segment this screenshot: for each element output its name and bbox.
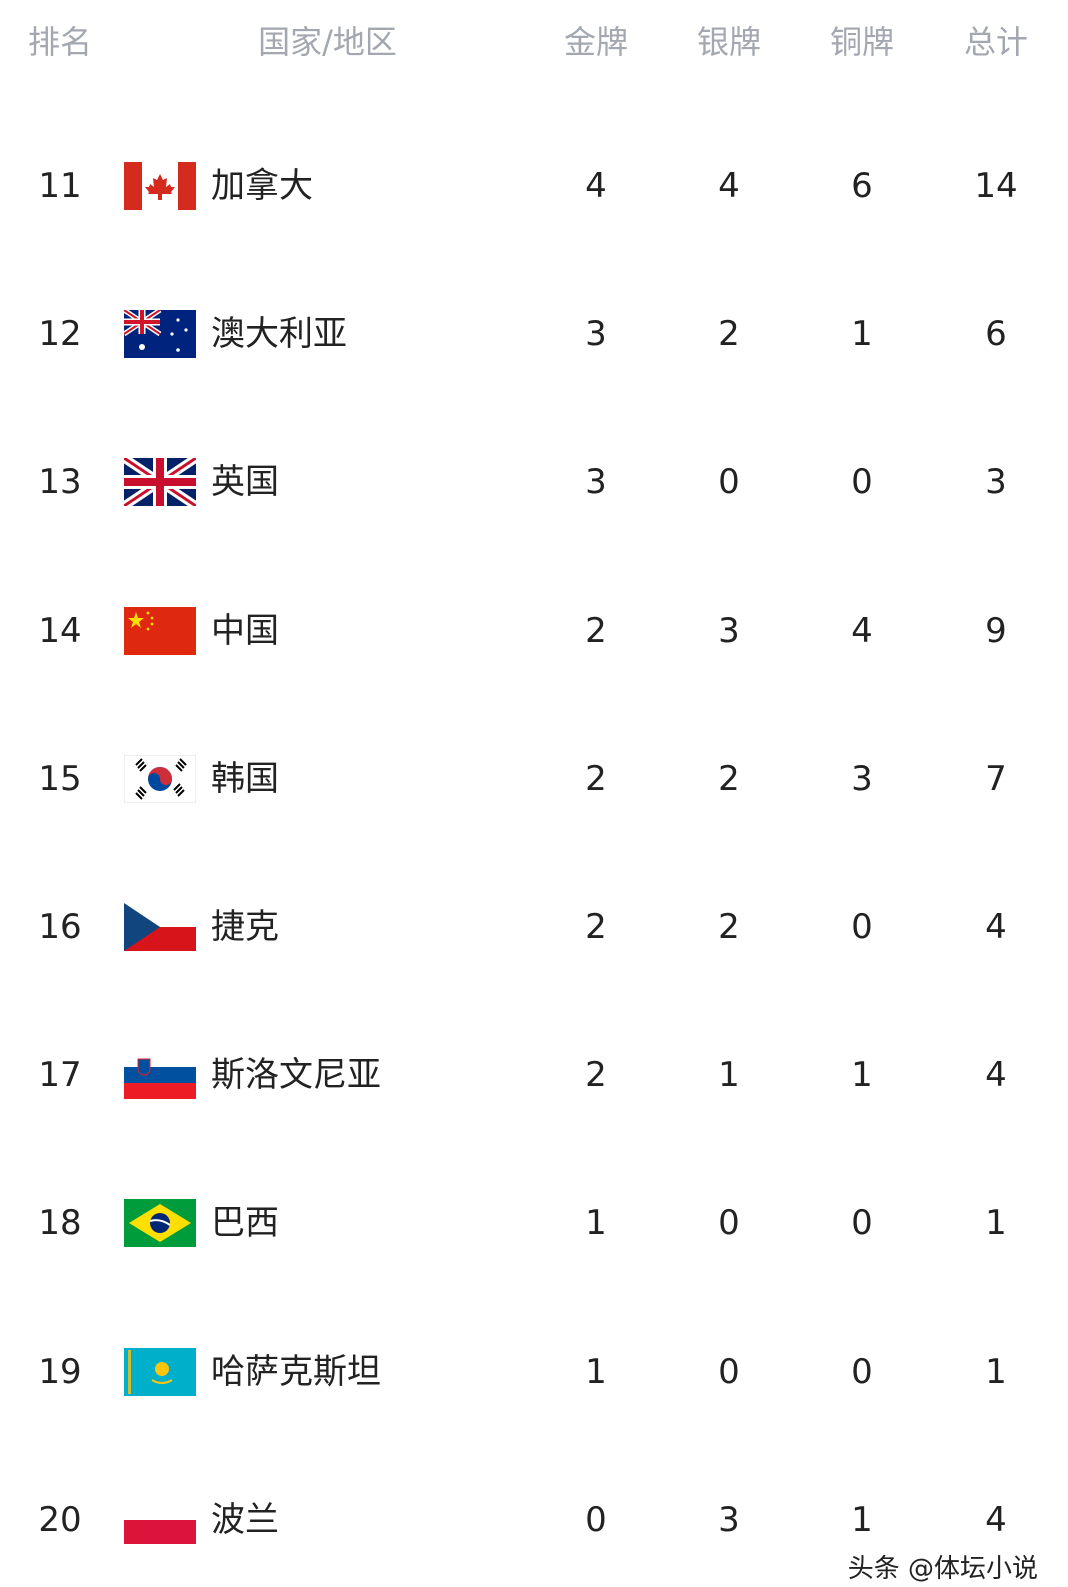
gold-count: 1 xyxy=(585,1203,607,1244)
country-name: 斯洛文尼亚 xyxy=(211,1055,381,1096)
kazakhstan-flag-icon xyxy=(124,1347,196,1396)
gold-count: 2 xyxy=(585,907,607,947)
rank: 14 xyxy=(38,610,82,651)
bronze-count: 0 xyxy=(851,907,873,947)
silver-count: 2 xyxy=(718,314,740,355)
silver-count: 1 xyxy=(718,1055,740,1096)
header-bronze: 铜牌 xyxy=(829,23,894,61)
total-count: 4 xyxy=(985,907,1007,947)
rank: 17 xyxy=(38,1055,82,1096)
bronze-count: 3 xyxy=(851,758,873,799)
gold-count: 1 xyxy=(585,1351,607,1392)
country-name: 中国 xyxy=(211,610,279,651)
table-row[interactable]: 12 澳大利亚 3 2 1 6 xyxy=(0,304,1068,364)
silver-count: 3 xyxy=(718,610,740,651)
total-count: 6 xyxy=(985,314,1007,355)
canada-flag-icon xyxy=(124,162,196,210)
country-name: 澳大利亚 xyxy=(211,314,347,355)
table-row[interactable]: 15 韩国 2 2 3 7 xyxy=(0,749,1068,809)
poland-flag-icon xyxy=(124,1495,196,1544)
country-name: 巴西 xyxy=(211,1203,279,1244)
silver-count: 3 xyxy=(718,1499,740,1540)
silver-count: 0 xyxy=(718,1351,740,1392)
silver-count: 0 xyxy=(718,1203,740,1244)
gold-count: 2 xyxy=(585,758,607,799)
header-country: 国家/地区 xyxy=(258,23,397,61)
bronze-count: 1 xyxy=(851,314,873,355)
rank: 11 xyxy=(38,166,82,206)
total-count: 7 xyxy=(985,758,1007,799)
rank: 18 xyxy=(38,1203,82,1244)
header-silver: 银牌 xyxy=(696,23,761,61)
bronze-count: 4 xyxy=(851,610,873,651)
table-row[interactable]: 11 加拿大 4 4 6 14 xyxy=(0,156,1068,216)
header-rank: 排名 xyxy=(27,23,92,61)
rank: 15 xyxy=(38,758,82,799)
table-row[interactable]: 17 斯洛文尼亚 2 1 1 4 xyxy=(0,1045,1068,1105)
header-gold: 金牌 xyxy=(563,23,628,61)
korea-flag-icon xyxy=(124,754,196,803)
brazil-flag-icon xyxy=(124,1199,196,1248)
china-flag-icon xyxy=(124,606,196,655)
gold-count: 0 xyxy=(585,1499,607,1540)
table-row[interactable]: 18 巴西 1 0 0 1 xyxy=(0,1193,1068,1253)
total-count: 4 xyxy=(985,1055,1007,1096)
silver-count: 0 xyxy=(718,462,740,503)
table-row[interactable]: 16 捷克 2 2 0 4 xyxy=(0,897,1068,957)
country-name: 哈萨克斯坦 xyxy=(211,1351,381,1392)
total-count: 4 xyxy=(985,1499,1007,1540)
gold-count: 3 xyxy=(585,462,607,503)
country-name: 波兰 xyxy=(211,1499,279,1540)
total-count: 1 xyxy=(985,1203,1007,1244)
country-name: 捷克 xyxy=(211,907,279,947)
total-count: 3 xyxy=(985,462,1007,503)
total-count: 9 xyxy=(985,610,1007,651)
silver-count: 4 xyxy=(718,166,740,206)
watermark: 头条 @体坛小说 xyxy=(847,1554,1038,1584)
country-name: 英国 xyxy=(211,462,279,503)
bronze-count: 6 xyxy=(851,166,873,206)
table-row[interactable]: 19 哈萨克斯坦 1 0 0 1 xyxy=(0,1342,1068,1402)
rank: 19 xyxy=(38,1351,82,1392)
header-total: 总计 xyxy=(963,23,1028,61)
czech-flag-icon xyxy=(124,903,196,951)
bronze-count: 1 xyxy=(851,1055,873,1096)
rank: 20 xyxy=(38,1499,82,1540)
country-name: 韩国 xyxy=(211,758,279,799)
table-row[interactable]: 14 中国 2 3 4 9 xyxy=(0,601,1068,661)
total-count: 14 xyxy=(974,166,1018,206)
country-name: 加拿大 xyxy=(211,166,313,206)
gold-count: 4 xyxy=(585,166,607,206)
total-count: 1 xyxy=(985,1351,1007,1392)
bronze-count: 0 xyxy=(851,1351,873,1392)
bronze-count: 0 xyxy=(851,462,873,503)
gold-count: 2 xyxy=(585,1055,607,1096)
rank: 12 xyxy=(38,314,82,355)
slovenia-flag-icon xyxy=(124,1051,196,1100)
rank: 13 xyxy=(38,462,82,503)
rank: 16 xyxy=(38,907,82,947)
bronze-count: 0 xyxy=(851,1203,873,1244)
gold-count: 2 xyxy=(585,610,607,651)
silver-count: 2 xyxy=(718,758,740,799)
table-row[interactable]: 20 波兰 0 3 1 4 xyxy=(0,1490,1068,1550)
bronze-count: 1 xyxy=(851,1499,873,1540)
silver-count: 2 xyxy=(718,907,740,947)
table-row[interactable]: 13 英国 3 0 0 3 xyxy=(0,452,1068,512)
gold-count: 3 xyxy=(585,314,607,355)
uk-flag-icon xyxy=(124,458,196,507)
australia-flag-icon xyxy=(124,310,196,359)
